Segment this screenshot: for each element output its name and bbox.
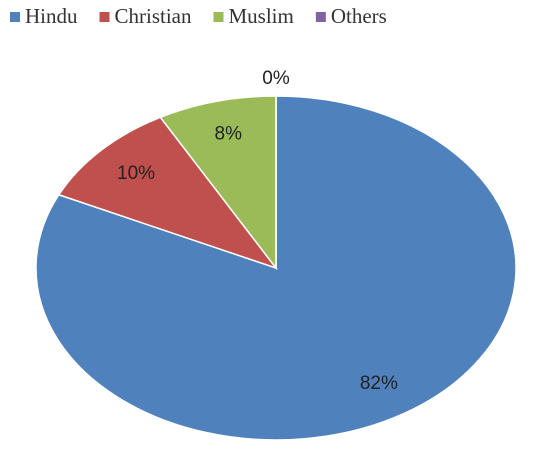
data-label: 10% — [117, 163, 155, 184]
pie-slice — [159, 95, 277, 271]
pie-slice — [57, 116, 279, 270]
data-label: 0% — [262, 68, 290, 89]
legend: Hindu Christian Muslim Others — [10, 4, 387, 28]
pie: 82% 10% 8% 0% — [35, 68, 517, 441]
legend-swatch — [99, 12, 110, 22]
legend-swatch — [213, 12, 224, 22]
legend-label: Christian — [115, 4, 192, 28]
legend-label: Hindu — [25, 4, 78, 28]
legend-swatch — [315, 12, 326, 22]
pie-slice — [35, 95, 517, 441]
legend-label: Others — [331, 4, 387, 28]
legend-label: Muslim — [229, 4, 294, 28]
data-label: 8% — [215, 124, 243, 145]
legend-swatch — [10, 12, 20, 22]
data-label: 82% — [360, 373, 398, 394]
